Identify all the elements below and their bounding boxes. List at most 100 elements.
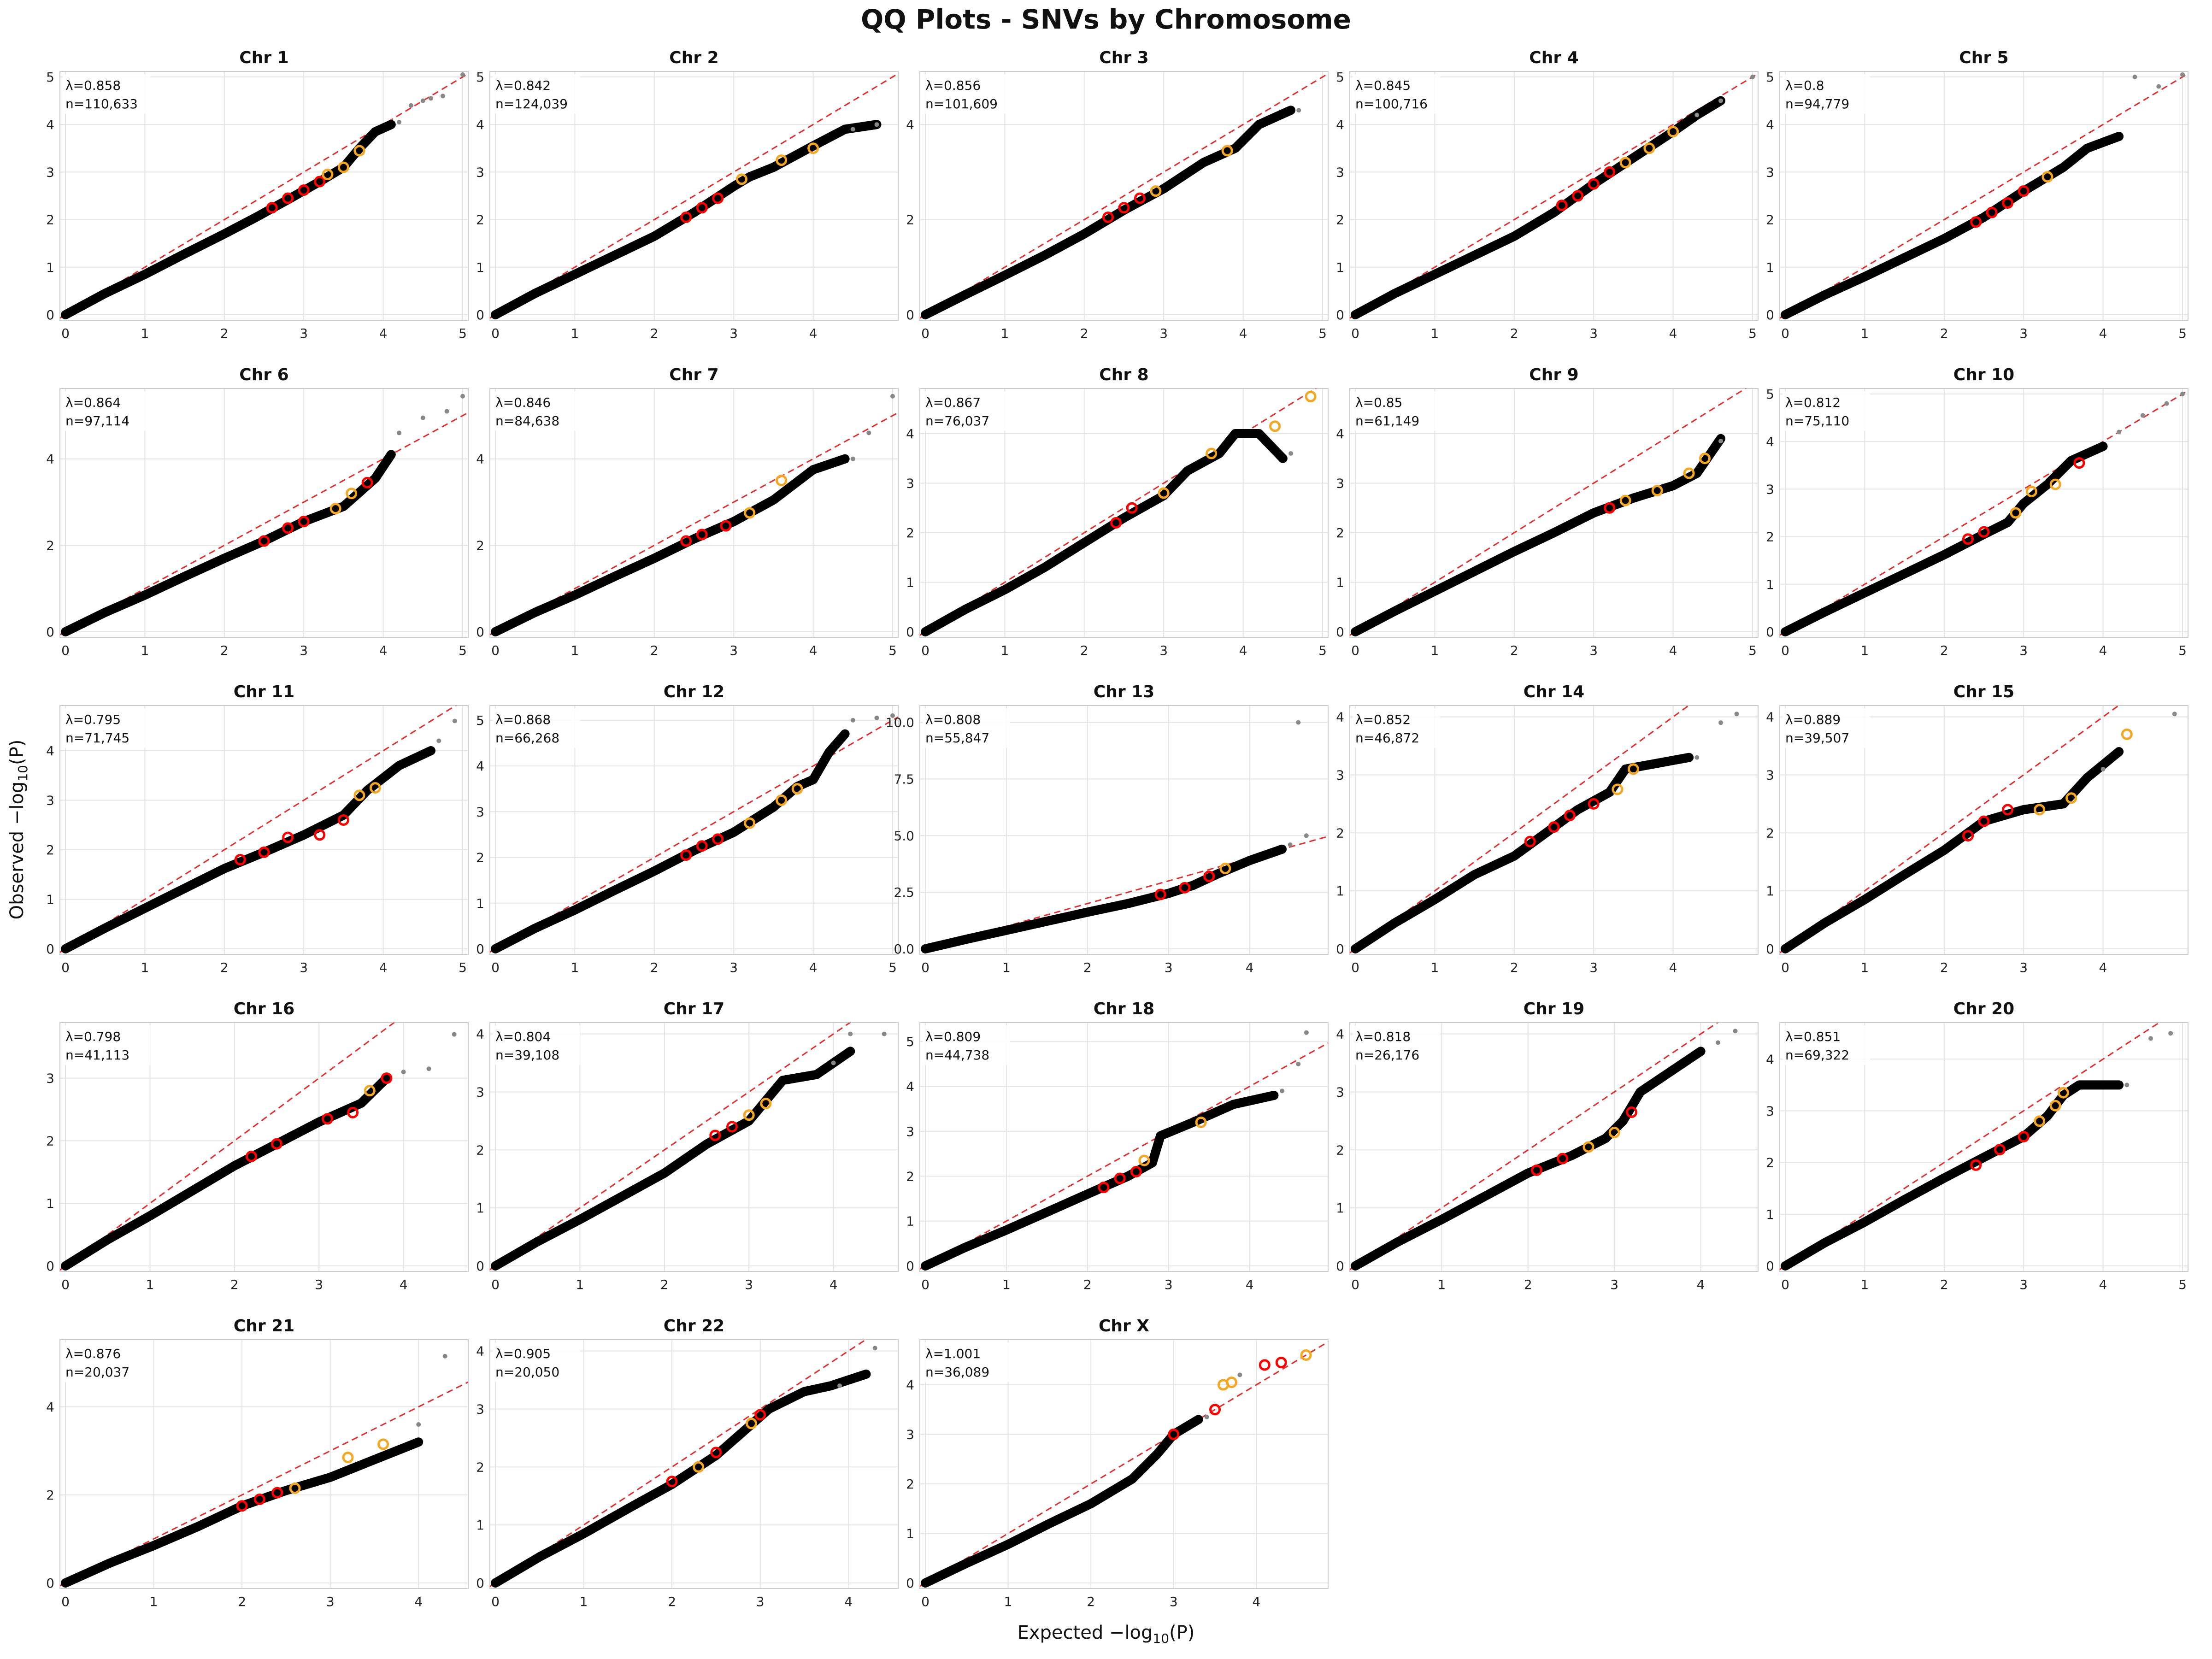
orange-highlight-point	[1667, 126, 1679, 138]
x-tick-label: 2	[1524, 1277, 1532, 1292]
n-label: n=100,716	[1355, 96, 1428, 112]
y-tick-label: 2.5	[894, 885, 914, 900]
x-tick-label: 1	[1860, 960, 1869, 975]
red-highlight-point	[1556, 200, 1568, 212]
red-highlight-point	[709, 1130, 721, 1141]
tail-point	[2164, 401, 2169, 406]
lambda-label: λ=0.852	[1355, 712, 1411, 727]
y-tick-label: 0	[1336, 941, 1344, 957]
y-tick-label: 2	[1766, 825, 1774, 841]
plot-area	[920, 1030, 1328, 1271]
x-tick-label: 4	[2099, 643, 2107, 658]
y-tick-label: 2	[476, 850, 484, 865]
red-highlight-point	[696, 202, 708, 214]
plot-area	[1350, 73, 1758, 319]
y-tick-label: 4	[46, 117, 54, 132]
tail-point	[1718, 439, 1724, 444]
y-tick-label: 2	[476, 538, 484, 553]
orange-highlight-point	[776, 794, 788, 806]
y-tick-label: 2	[1766, 212, 1774, 228]
tail-point	[429, 96, 434, 101]
red-highlight-point	[1168, 1429, 1180, 1440]
stats-box	[1353, 391, 1440, 431]
x-tick-label: 1	[1430, 643, 1439, 658]
qq-panel-11: Chr 11 0 1 2 3 4 5 0 1 2 3 4 λ=0.795 n=71,745	[46, 682, 469, 975]
observed-points-band	[491, 1047, 855, 1271]
red-highlight-point	[1203, 871, 1215, 882]
red-highlight-point	[696, 529, 708, 541]
x-tick-label: 1	[1437, 1277, 1446, 1292]
y-tick-label: 0	[906, 624, 914, 640]
diagonal-reference-line	[920, 73, 1328, 319]
x-tick-label: 4	[1239, 326, 1247, 341]
red-highlight-point	[271, 1487, 283, 1499]
tail-point	[1304, 833, 1309, 838]
x-tick-label: 3	[1610, 1277, 1618, 1292]
diagonal-reference-line	[60, 412, 468, 636]
y-tick-label: 2	[1766, 529, 1774, 545]
plot-area	[920, 720, 1328, 953]
lambda-label: λ=0.905	[495, 1346, 551, 1361]
red-highlight-point	[1259, 1359, 1271, 1371]
y-tick-label: 2	[46, 538, 54, 553]
stats-box	[1783, 391, 1870, 431]
panel-title: Chr 22	[664, 1317, 724, 1335]
stats-box	[923, 74, 1010, 114]
red-highlight-point	[234, 854, 246, 865]
x-tick-label: 1	[1002, 1277, 1011, 1292]
plot-area	[920, 1341, 1328, 1588]
plot-area	[1780, 1023, 2173, 1271]
x-tick-label: 5	[888, 643, 897, 658]
y-tick-label: 0	[1766, 624, 1774, 640]
x-tick-label: 2	[660, 1277, 669, 1292]
diagonal-reference-line	[920, 1341, 1328, 1587]
red-highlight-point	[666, 1476, 678, 1488]
n-label: n=84,638	[495, 413, 559, 429]
x-tick-label: 1	[1430, 960, 1439, 975]
x-tick-label: 4	[1252, 1594, 1260, 1609]
red-highlight-point	[1130, 1166, 1142, 1178]
red-highlight-point	[2018, 185, 2030, 197]
red-highlight-point	[271, 1138, 283, 1150]
red-highlight-point	[1209, 1404, 1221, 1416]
y-tick-label: 4	[476, 1027, 484, 1042]
red-highlight-point	[680, 535, 692, 547]
n-label: n=20,037	[65, 1365, 129, 1380]
x-tick-label: 5	[2178, 643, 2187, 658]
tail-point	[1750, 75, 1755, 79]
y-tick-label: 2	[906, 1477, 914, 1492]
qq-panel-1: Chr 1 0 1 2 3 4 5 0 1 2 3 4 5 λ=0.858 n=110,633	[46, 48, 469, 341]
y-tick-label: 5	[1766, 70, 1774, 85]
panel-title: Chr 16	[234, 1000, 294, 1018]
x-tick-label: 4	[1239, 643, 1247, 658]
stats-box	[1783, 708, 1870, 748]
x-tick-label: 3	[2019, 326, 2028, 341]
x-tick-label: 3	[729, 643, 738, 658]
tail-point	[831, 1060, 836, 1065]
x-tick-label: 2	[1940, 960, 1948, 975]
y-tick-label: 0	[476, 307, 484, 323]
tail-point	[882, 1031, 887, 1036]
y-tick-label: 3	[906, 1427, 914, 1442]
y-tick-label: 1	[906, 1214, 914, 1229]
orange-highlight-point	[1300, 1349, 1312, 1361]
tail-point	[436, 738, 441, 743]
x-tick-label: 2	[238, 1594, 246, 1609]
stats-box	[63, 74, 150, 114]
x-tick-label: 4	[844, 1594, 853, 1609]
x-tick-label: 2	[220, 643, 229, 658]
observed-points-band	[1351, 434, 1725, 636]
x-tick-label: 0	[1781, 326, 1789, 341]
panel-frame	[59, 1339, 469, 1589]
lambda-label: λ=0.864	[65, 395, 121, 410]
y-tick-label: 1	[1766, 260, 1774, 275]
x-tick-label: 3	[1589, 643, 1598, 658]
orange-highlight-point	[1138, 1154, 1150, 1166]
diagonal-reference-line	[60, 1381, 468, 1587]
panel-frame	[1349, 388, 1759, 638]
orange-highlight-point	[1269, 420, 1281, 432]
y-tick-label: 2	[476, 212, 484, 228]
lambda-label: λ=0.858	[65, 78, 121, 93]
x-tick-label: 0	[921, 960, 930, 975]
red-highlight-point	[258, 535, 270, 547]
